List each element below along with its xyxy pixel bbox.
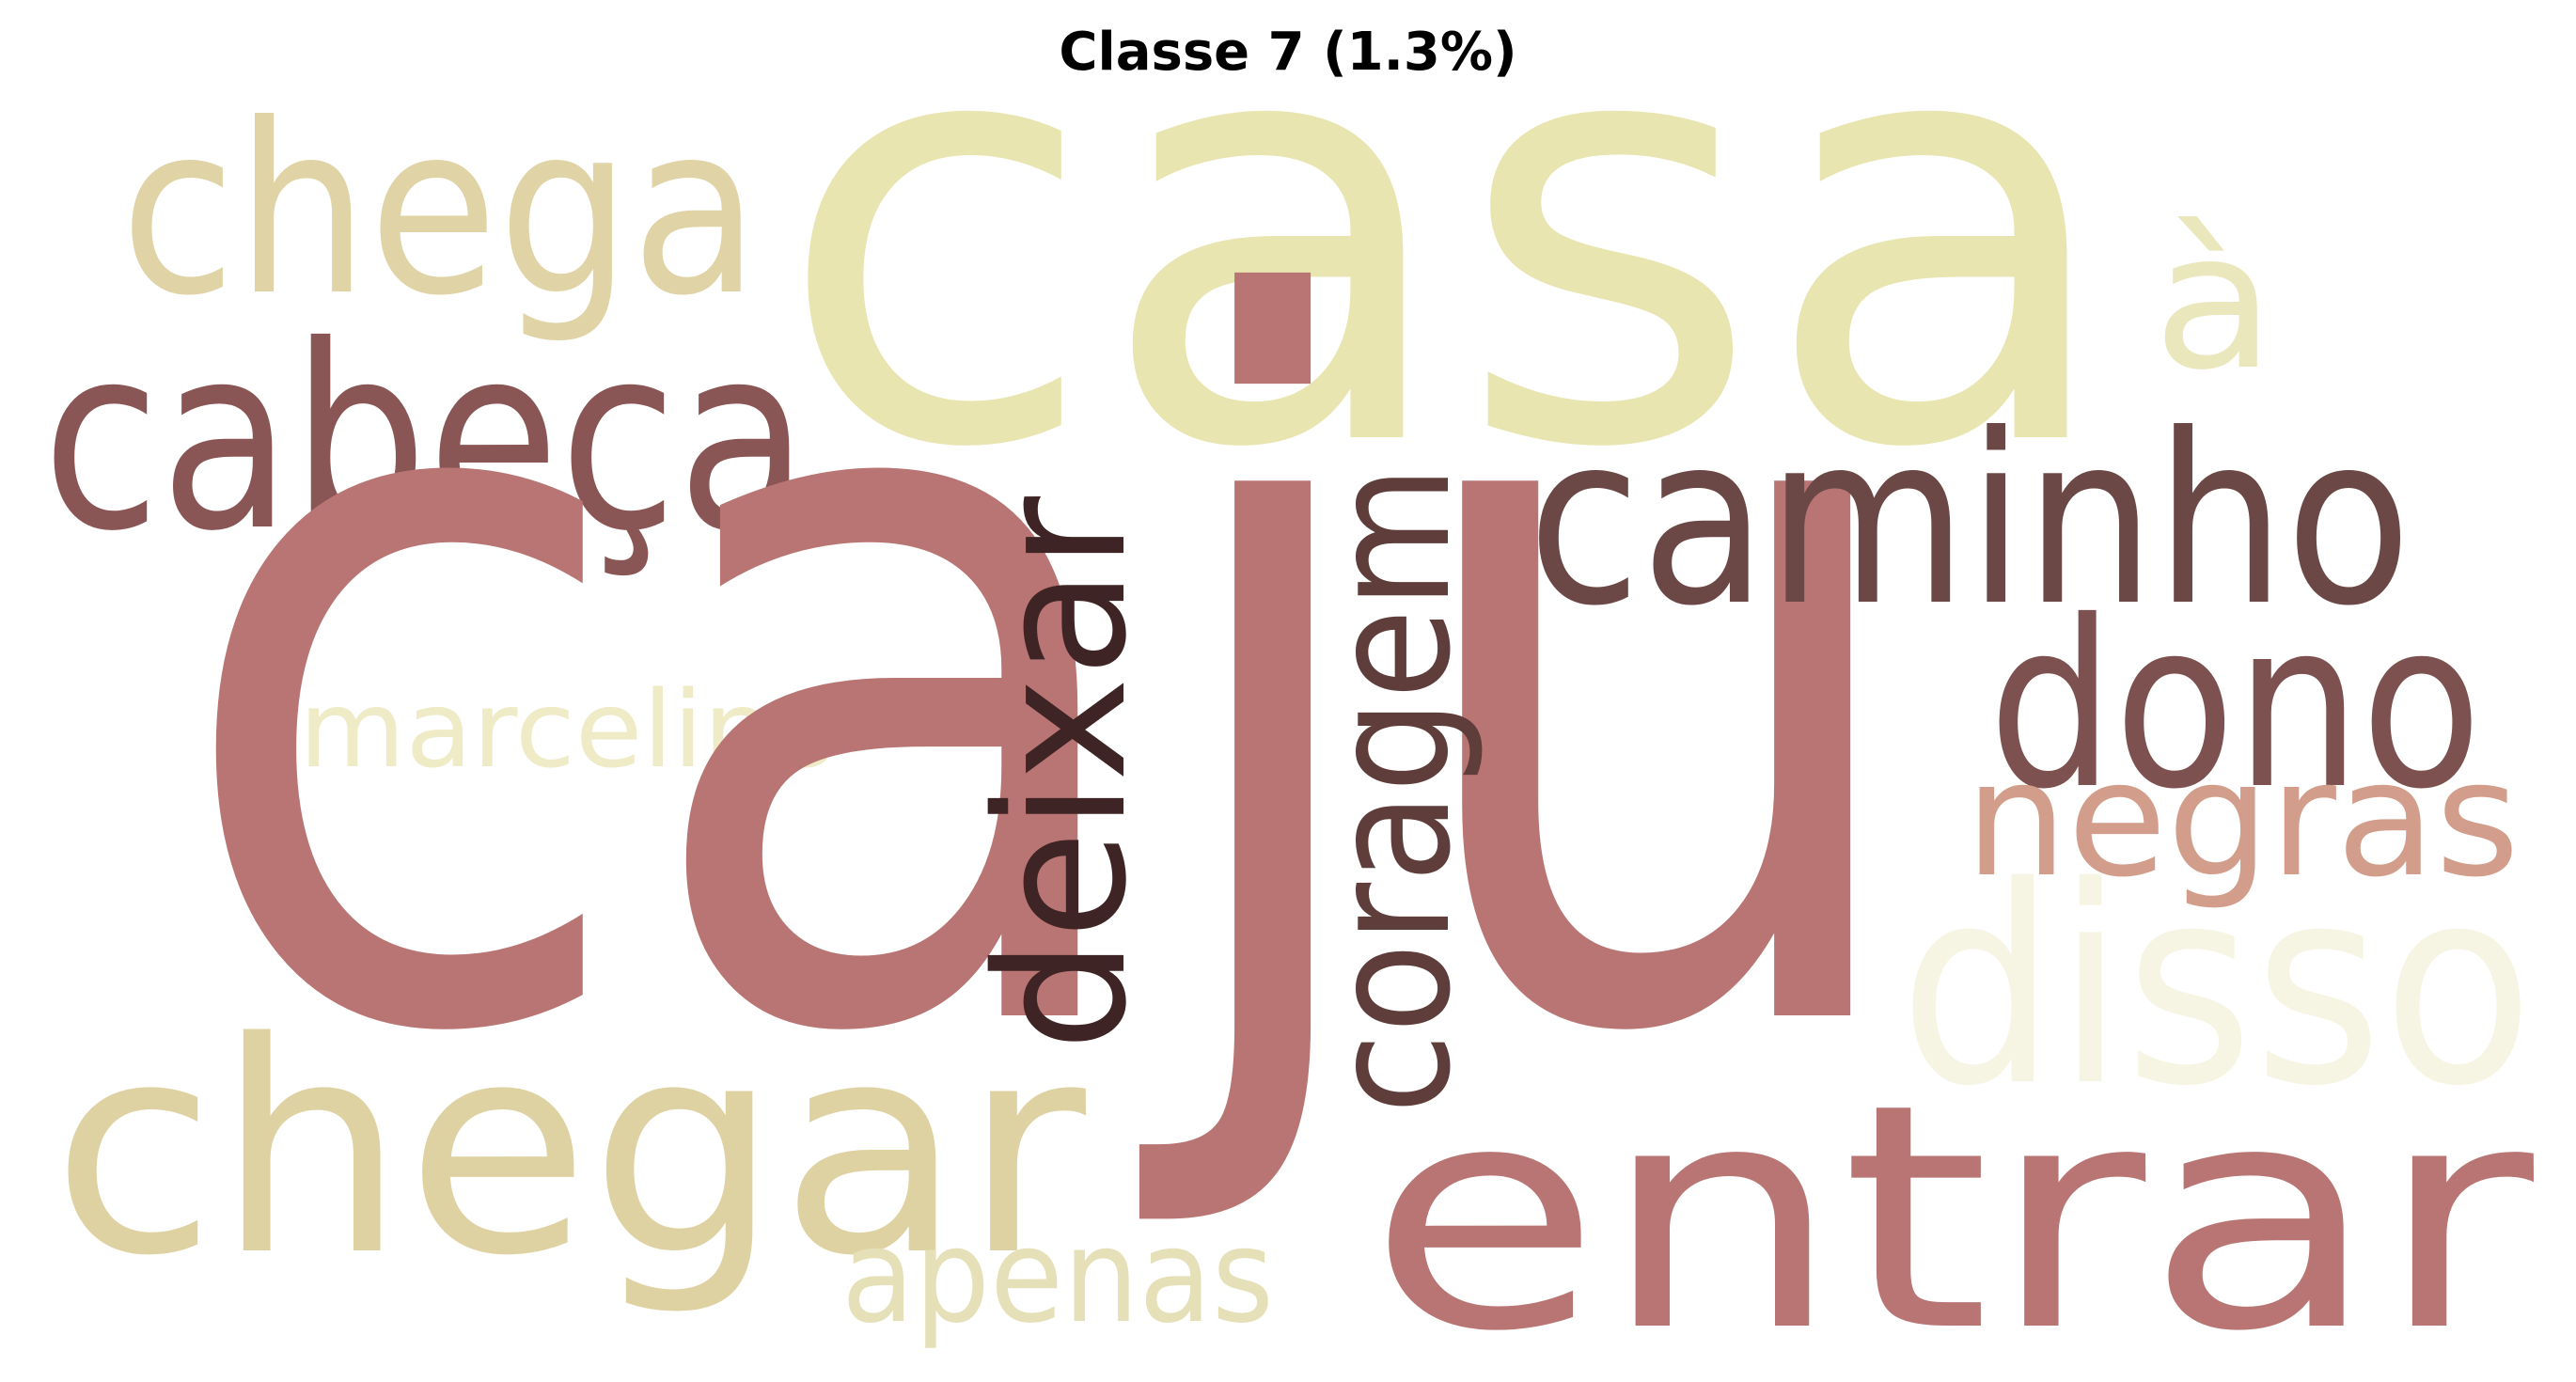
word-dono: dono [1988, 572, 2482, 840]
word-chega: chega [120, 73, 760, 347]
word-disso: disso [1899, 829, 2534, 1146]
word-casa: casa [776, 0, 2120, 575]
word-deixar: deixar [958, 495, 1166, 1051]
word-coragem: coragem [1296, 465, 1487, 1114]
word-caminho: caminho [1528, 384, 2411, 657]
word-entrar: entrar [1368, 1038, 2537, 1382]
word-negras: negras [1965, 727, 2520, 913]
word-marcelino: marcelino [299, 669, 840, 792]
word-a-grave: à [2153, 193, 2275, 412]
word-chegar: chegar [52, 981, 1089, 1320]
word-cabeca: cabeça [42, 291, 809, 587]
word-apenas: apenas [841, 1201, 1274, 1352]
figure-title: Classe 7 (1.3%) [1059, 22, 1517, 83]
word-caju: caju [169, 109, 1927, 1247]
